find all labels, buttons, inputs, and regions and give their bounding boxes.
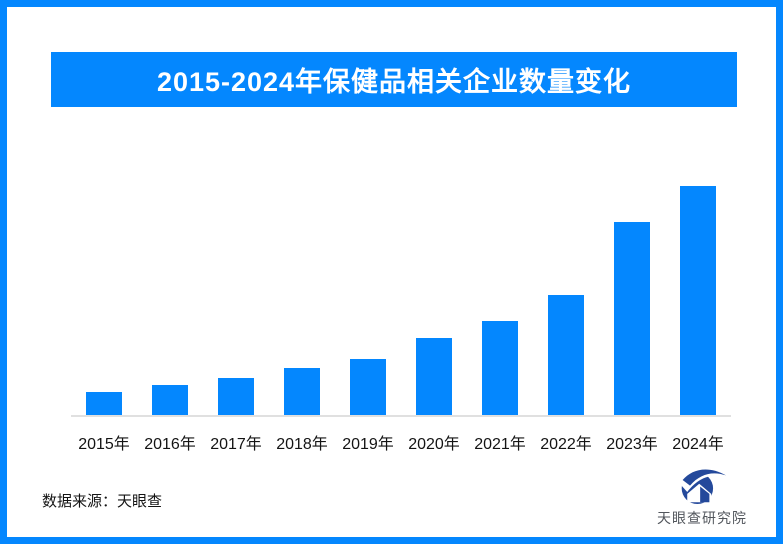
x-axis-label-2020年: 2020年 (408, 436, 460, 453)
chart-bar-2017年 (218, 378, 254, 417)
tianyancha-logo-text: 天眼查研究院 (657, 510, 747, 526)
x-axis-label-2015年: 2015年 (78, 436, 130, 453)
x-axis-label-2022年: 2022年 (540, 436, 592, 453)
x-axis-labels: 2015年 2016年 2017年 2018年 2019年 2020年 2021年 2022年… (71, 430, 731, 454)
x-axis-label-2016年: 2016年 (144, 436, 196, 453)
title-banner: 2015-2024年保健品相关企业数量变化 (51, 52, 737, 107)
chart-bar-2021年 (482, 321, 518, 417)
chart-title: 2015-2024年保健品相关企业数量变化 (156, 67, 632, 97)
chart-bar-2016年 (152, 385, 188, 417)
x-axis-label-2019年: 2019年 (342, 436, 394, 453)
x-axis-label-2024年: 2024年 (672, 436, 724, 453)
chart-bar-2019年 (350, 359, 386, 417)
chart-bar-2024年 (680, 186, 716, 417)
bar-chart (86, 177, 716, 417)
chart-bar-2023年 (614, 222, 650, 417)
x-axis-label-2018年: 2018年 (276, 436, 328, 453)
tianyancha-logo: 天眼查研究院 (652, 468, 752, 528)
x-axis-label-2017年: 2017年 (210, 436, 262, 453)
chart-bar-2015年 (86, 392, 122, 417)
chart-bar-2022年 (548, 295, 584, 417)
x-axis-line (71, 415, 731, 417)
x-axis-label-2021年: 2021年 (474, 436, 526, 453)
data-source-note: 数据来源：天眼查 (42, 493, 163, 510)
tianyancha-eye-logo-icon (679, 469, 726, 505)
chart-bar-2018年 (284, 368, 320, 417)
chart-bar-2020年 (416, 338, 452, 417)
x-axis-label-2023年: 2023年 (606, 436, 658, 453)
